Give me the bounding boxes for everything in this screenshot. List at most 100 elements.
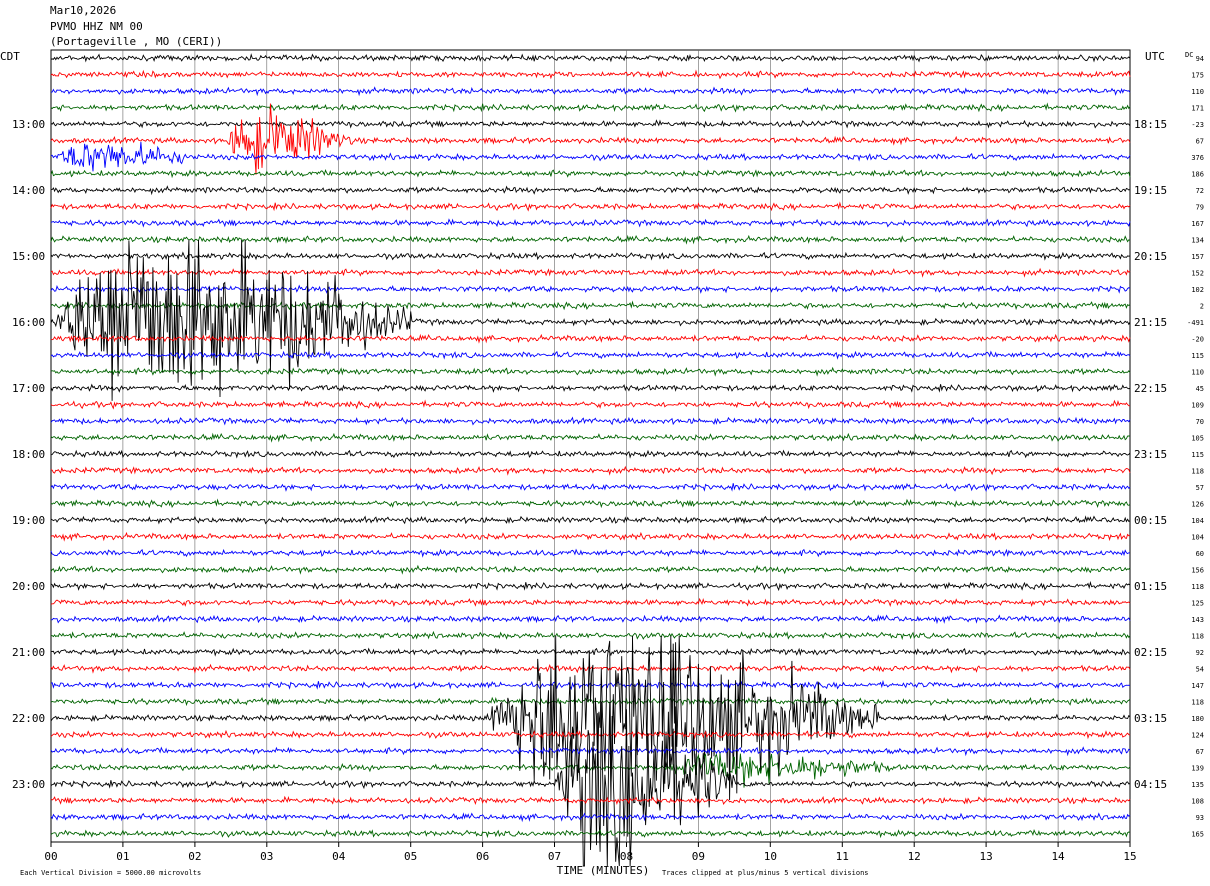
header-station: PVMO HHZ NM 00	[50, 20, 143, 33]
grid	[50, 49, 1131, 847]
dc-offset-label: 67	[1196, 748, 1204, 756]
trace-44	[50, 701, 1131, 867]
right-hour-label: 19:15	[1134, 184, 1167, 197]
x-tick-label: 09	[692, 850, 705, 863]
trace-45	[50, 795, 1131, 806]
trace-37	[50, 663, 1131, 674]
x-tick-label: 14	[1051, 850, 1065, 863]
trace-27	[50, 498, 1131, 509]
trace-40	[50, 635, 1131, 801]
dc-offset-label: 180	[1191, 715, 1204, 723]
right-axis-label: UTC	[1145, 50, 1165, 63]
dc-offset-label: 54	[1196, 666, 1204, 674]
trace-11	[50, 234, 1131, 245]
x-tick-label: 08	[620, 850, 633, 863]
dc-offset-label: 376	[1191, 154, 1204, 162]
trace-2	[50, 86, 1131, 97]
x-tick-label: 06	[476, 850, 489, 863]
trace-33	[50, 597, 1131, 608]
trace-17	[50, 333, 1131, 344]
dc-offset-label: 126	[1191, 501, 1204, 509]
trace-9	[50, 201, 1131, 212]
dc-offset-label: 45	[1196, 385, 1204, 393]
dc-offset-label: 157	[1191, 253, 1204, 261]
left-hour-label: 22:00	[12, 712, 45, 725]
traces	[50, 53, 1131, 867]
left-hour-label: 19:00	[12, 514, 45, 527]
header-location: (Portageville , MO (CERI))	[50, 35, 223, 48]
dc-offset-label: 79	[1196, 204, 1204, 212]
left-hour-label: 20:00	[12, 580, 45, 593]
dc-offset-label: 67	[1196, 138, 1204, 146]
trace-29	[50, 531, 1131, 542]
right-hour-label: 18:15	[1134, 118, 1167, 131]
x-tick-label: 00	[44, 850, 57, 863]
trace-15	[50, 300, 1131, 311]
trace-19	[50, 366, 1131, 377]
dc-offset-label: 104	[1191, 517, 1204, 525]
trace-28	[50, 515, 1131, 525]
right-hour-label: 22:15	[1134, 382, 1167, 395]
x-tick-label: 02	[188, 850, 201, 863]
trace-16	[50, 239, 1131, 401]
dc-offset-label: 104	[1191, 534, 1204, 542]
x-tick-label: 15	[1123, 850, 1136, 863]
dc-offset-label: 102	[1191, 286, 1204, 294]
left-hour-label: 16:00	[12, 316, 45, 329]
left-hour-label: 17:00	[12, 382, 45, 395]
trace-36	[50, 647, 1131, 657]
dc-offset-label: 118	[1191, 699, 1204, 707]
dc-offset-label: 115	[1191, 451, 1204, 459]
dc-offset-label: 105	[1191, 435, 1204, 443]
footer-left-note: Each Vertical Division = 5000.00 microvo…	[20, 869, 201, 877]
right-hour-label: 21:15	[1134, 316, 1167, 329]
dc-offset-label: 115	[1191, 352, 1204, 360]
x-tick-label: 07	[548, 850, 561, 863]
dc-offset-label: 57	[1196, 484, 1204, 492]
x-tick-label: 12	[908, 850, 921, 863]
trace-26	[50, 482, 1131, 493]
trace-32	[50, 580, 1131, 592]
left-hour-label: 13:00	[12, 118, 45, 131]
dc-offset-label: 72	[1196, 187, 1204, 195]
dc-offset-label: 110	[1191, 369, 1204, 377]
dc-offset-label: 186	[1191, 171, 1204, 179]
left-hour-label: 15:00	[12, 250, 45, 263]
dc-offset-label: 118	[1191, 468, 1204, 476]
right-hour-label: 00:15	[1134, 514, 1167, 527]
trace-23	[50, 432, 1130, 443]
plot-frame	[50, 49, 1131, 843]
trace-30	[50, 548, 1130, 558]
dc-offset-label: -23	[1191, 121, 1204, 129]
trace-21	[50, 399, 1131, 410]
footer-right-note: Traces clipped at plus/minus 5 vertical …	[662, 869, 869, 877]
x-tick-label: 10	[764, 850, 777, 863]
dc-offset-label: 171	[1191, 105, 1204, 113]
dc-offset-label: 125	[1191, 600, 1204, 608]
trace-5	[50, 103, 1131, 175]
dc-offset-label: 165	[1191, 831, 1204, 839]
trace-6	[50, 141, 1131, 172]
trace-24	[50, 449, 1131, 459]
trace-13	[50, 267, 1131, 278]
x-tick-label: 13	[980, 850, 993, 863]
trace-18	[50, 350, 1131, 360]
trace-10	[50, 218, 1131, 228]
trace-3	[50, 102, 1131, 113]
right-hour-label: 20:15	[1134, 250, 1167, 263]
dc-offset-label: 110	[1191, 88, 1204, 96]
dc-offset-label: 70	[1196, 418, 1204, 426]
trace-46	[50, 812, 1131, 823]
dc-offset-label: -20	[1191, 336, 1204, 344]
dc-offset-label: 2	[1200, 303, 1204, 311]
dc-offset-label: 167	[1191, 220, 1204, 228]
trace-31	[50, 564, 1131, 575]
trace-14	[50, 284, 1131, 294]
trace-12	[50, 251, 1131, 261]
dc-label: DC	[1185, 51, 1193, 59]
dc-offset-label: 124	[1191, 732, 1204, 740]
x-tick-label: 04	[332, 850, 346, 863]
trace-34	[51, 614, 1131, 625]
trace-1	[50, 69, 1131, 80]
dc-offset-label: 135	[1191, 781, 1204, 789]
